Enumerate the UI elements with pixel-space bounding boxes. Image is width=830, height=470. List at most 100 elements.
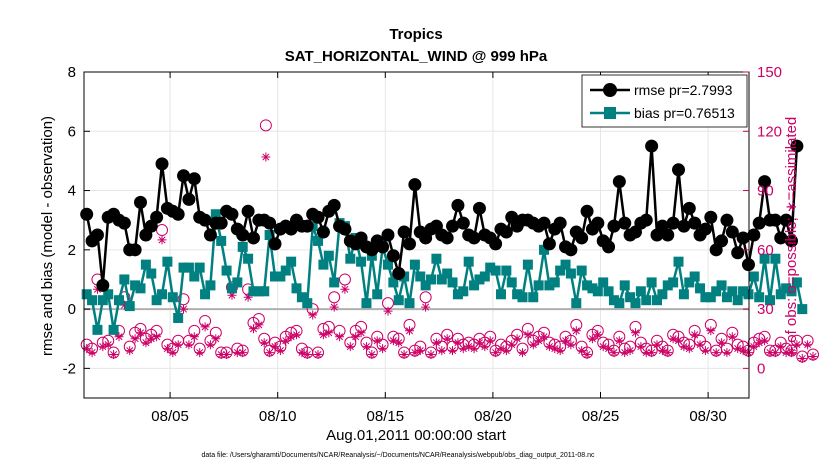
bias-marker [415,271,426,282]
assimilated-obs-marker [162,344,172,354]
rmse-marker [403,237,417,251]
bias-marker [759,253,770,264]
bias-marker [517,292,528,303]
bias-marker [345,253,356,264]
bias-marker [216,235,227,246]
y-tick-label-left: 6 [68,123,76,140]
assimilated-obs-marker [356,328,366,338]
bias-marker [598,277,609,288]
bias-marker [237,241,248,252]
assimilated-obs-marker [792,340,802,350]
bias-marker [625,292,636,303]
assimilated-obs-marker [555,346,565,356]
bias-marker [409,259,420,270]
rmse-marker [80,207,94,221]
bias-marker [678,289,689,300]
assimilated-obs-marker [329,302,339,312]
rmse-marker [203,228,217,242]
assimilated-obs-marker [383,306,393,316]
bias-marker [313,235,324,246]
assimilated-obs-marker [711,348,721,358]
bias-marker [791,277,802,288]
rmse-marker [725,225,739,239]
bias-marker [474,274,485,285]
bias-marker [291,283,302,294]
rmse-marker [408,178,422,192]
x-tick-label: 08/10 [259,408,297,425]
bias-marker [775,289,786,300]
bias-marker [662,280,673,291]
assimilated-obs-marker [679,342,689,352]
assimilated-obs-marker [340,284,350,294]
rmse-marker [246,231,260,245]
assimilated-obs-marker [98,342,108,352]
assimilated-obs-marker [259,338,269,348]
assimilated-obs-marker [168,348,178,358]
bias-marker [646,277,657,288]
assimilated-obs-marker [367,350,377,359]
bias-marker [382,259,393,270]
assimilated-obs-marker [464,342,474,352]
rmse-marker [580,204,594,218]
possible-obs-marker [259,119,272,132]
assimilated-obs-marker [286,332,296,342]
assimilated-obs-marker [297,348,307,358]
bias-marker [248,286,259,297]
bias-marker [522,259,533,270]
bias-marker [173,312,184,323]
assimilated-obs-marker [232,348,242,358]
rmse-marker [499,225,513,239]
assimilated-obs-marker [507,340,517,350]
bias-marker [119,274,130,285]
assimilated-obs-marker [604,344,614,354]
legend-rmse-label: rmse pr=2.7993 [634,82,733,98]
assimilated-obs-marker [803,340,813,350]
assimilated-obs-marker [345,342,355,352]
rmse-marker [785,234,799,248]
rmse-marker [376,240,390,254]
x-axis-label: Aug.01,2011 00:00:00 start [326,427,507,444]
rmse-marker [133,195,147,209]
assimilated-obs-marker [405,326,414,336]
assimilated-obs-marker [544,342,554,352]
assimilated-obs-marker [265,348,275,358]
bias-marker [668,277,679,288]
assimilated-obs-marker [157,235,167,245]
rmse-marker [779,213,793,227]
rmse-marker [150,210,164,224]
rmse-marker [241,204,255,218]
rmse-marker [386,249,400,263]
assimilated-obs-marker [722,348,732,358]
rmse-marker [758,175,772,189]
plot-series [80,119,820,363]
bias-marker [469,280,480,291]
assimilated-obs-marker [539,332,549,342]
bias-marker [571,298,582,309]
bias-marker [302,298,313,309]
bias-marker [565,268,576,279]
bias-marker [329,277,340,288]
legend-rmse-marker [603,83,617,97]
rmse-marker [752,216,766,230]
legend: rmse pr=2.7993 bias pr=0.76513 [581,74,748,128]
assimilated-obs-marker [362,342,371,352]
bias-marker [614,298,625,309]
x-tick-label: 08/05 [151,408,189,425]
assimilated-obs-marker [587,334,597,344]
y-tick-label-right: 30 [757,301,774,318]
bias-marker [135,283,146,294]
assimilated-obs-marker [410,348,420,358]
bias-marker [754,292,765,303]
rmse-marker [171,207,185,221]
bias-marker [436,274,447,285]
assimilated-obs-marker [776,342,786,352]
assimilated-obs-marker [173,340,183,350]
bias-marker [544,280,555,291]
x-tick-label: 08/15 [367,408,405,425]
bias-marker [280,265,291,276]
bias-marker [162,256,173,267]
bias-marker [452,289,463,300]
assimilated-obs-marker [448,346,457,356]
assimilated-obs-marker [211,334,221,344]
rmse-marker [456,216,470,230]
